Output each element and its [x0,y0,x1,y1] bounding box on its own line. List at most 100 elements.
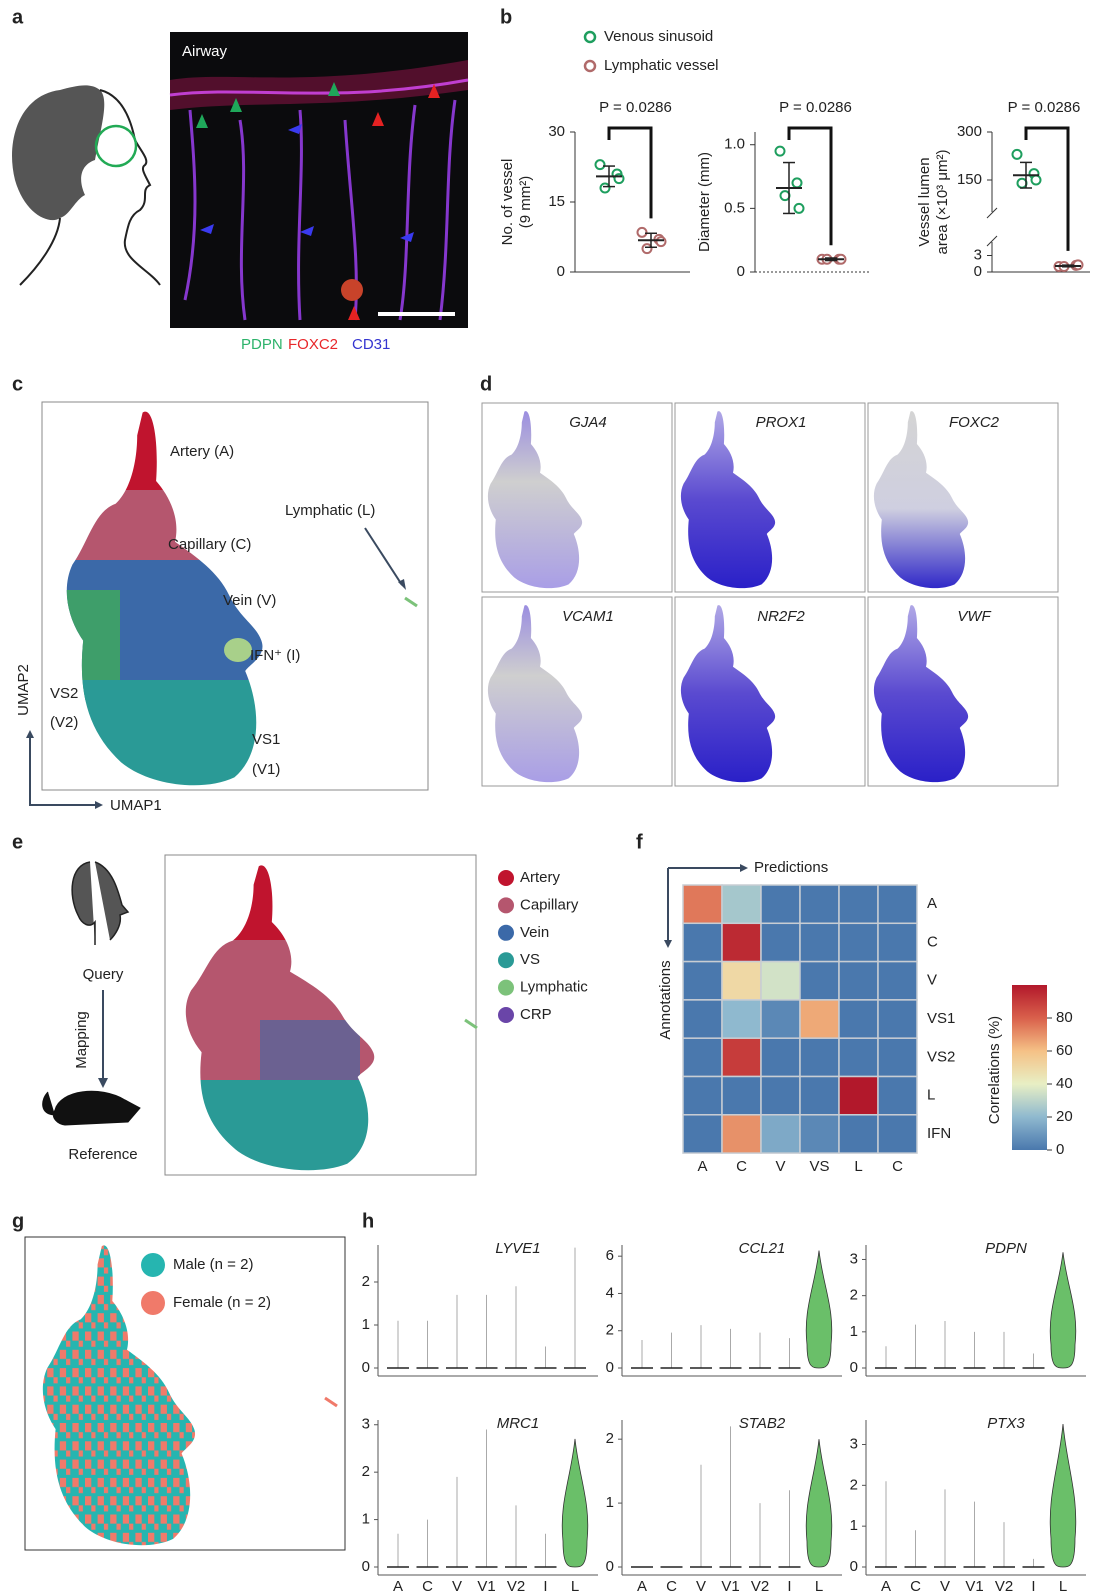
panel-label: a [12,6,24,28]
y-axis-label: Annotations [657,960,674,1039]
legend-swatch [141,1291,165,1315]
heatmap-cell [683,1115,722,1153]
legend-label: VS [520,951,540,968]
legend-label: CRP [520,1006,552,1023]
heatmap-cell [683,962,722,1000]
heatmap-cell [722,885,761,923]
legend-label: Vein [520,924,549,941]
y-tick-label: 6 [606,1247,614,1264]
heatmap-cell [878,1000,917,1038]
y-axis-label: Vessel lumen [916,157,933,246]
query-label: Query [83,966,124,983]
x-tick-label: I [1031,1578,1035,1591]
gene-title: STAB2 [739,1415,786,1432]
colorbar-tick-label: 80 [1056,1009,1073,1026]
reference-label: Reference [68,1146,137,1163]
gene-label: GJA4 [569,414,607,431]
heatmap-cell [800,885,839,923]
heatmap-cell [839,923,878,961]
heatmap-cell [722,923,761,961]
heatmap-cell [722,1000,761,1038]
figure: a b c d e f g h Airway PDPNFOXC2CD31Arte… [0,0,1110,1591]
column-label: A [697,1158,707,1175]
y-axis-label: Diameter (mm) [696,152,713,252]
umap-g [25,1237,345,1550]
heatmap-cell [761,923,800,961]
heatmap-cell [761,1038,800,1076]
x-tick-label: V2 [995,1578,1013,1591]
y-tick-label: 2 [606,1430,614,1447]
row-label: A [927,895,937,912]
y-tick-label: 3 [362,1416,370,1433]
y-tick-label: 1 [850,1323,858,1340]
legend-label: Lymphatic vessel [604,57,719,74]
heatmap-cell [722,1038,761,1076]
micrograph: Airway [170,32,468,328]
y-tick-label: 0 [362,1359,370,1376]
x-tick-label: V2 [751,1578,769,1591]
violin [806,1439,832,1567]
y-tick-label: 3 [850,1250,858,1267]
legend-label: Lymphatic [520,979,588,996]
colorbar [1012,985,1047,1150]
y-tick-label: 0 [606,1359,614,1376]
heatmap-cell [761,885,800,923]
x-tick-label: V [452,1578,462,1591]
page: {"panel_labels":["a","b","c","d","e","f"… [0,0,1110,1591]
gene-title: PDPN [985,1240,1027,1257]
gene-label: PROX1 [756,414,807,431]
gene-title: LYVE1 [495,1240,540,1257]
heatmap-cell [761,1077,800,1115]
y-tick-label: 0 [557,263,565,280]
image-label: Airway [182,43,228,60]
panel-label: c [12,373,23,395]
p-value: P = 0.0286 [1008,99,1081,116]
data-point [1074,260,1083,269]
gene-title: PTX3 [987,1415,1025,1432]
y-tick-label: 0 [850,1558,858,1575]
colorbar-tick-label: 20 [1056,1108,1073,1125]
row-label: C [927,933,938,950]
legend-swatch [498,980,514,996]
heatmap-cell [839,962,878,1000]
violin [562,1439,588,1567]
legend-swatch [585,32,595,42]
x-tick-label: I [787,1578,791,1591]
axis-label: UMAP1 [110,797,162,814]
column-label: C [736,1158,747,1175]
heatmap-cell [683,923,722,961]
heatmap-cell [878,1115,917,1153]
heatmap-cell [800,1038,839,1076]
x-tick-label: V [696,1578,706,1591]
y-tick-label: 150 [957,171,982,188]
y-tick-label: 2 [850,1476,858,1493]
heatmap-cell [761,1000,800,1038]
violin [1050,1252,1076,1368]
column-label: L [854,1158,862,1175]
row-label: VS2 [927,1048,955,1065]
colorbar-tick-label: 60 [1056,1042,1073,1059]
heatmap-cell [878,1077,917,1115]
cluster-label: Artery (A) [170,443,234,460]
y-tick-label: 0 [362,1558,370,1575]
row-label: L [927,1087,935,1104]
heatmap-cell [722,1115,761,1153]
heatmap-cell [839,1115,878,1153]
umap-d [482,403,1058,786]
legend-swatch [498,952,514,968]
row-label: V [927,972,937,989]
data-point [643,244,652,253]
x-tick-label: V1 [965,1578,983,1591]
y-tick-label: 1 [362,1316,370,1333]
y-tick-label: 1 [606,1494,614,1511]
stain-label: PDPN [241,336,283,353]
legend-label: Artery [520,869,561,886]
p-value: P = 0.0286 [599,99,672,116]
cluster-label: Lymphatic (L) [285,502,375,519]
heatmap-cell [722,1077,761,1115]
data-point [1032,176,1041,185]
legend-swatch [498,870,514,886]
heatmap-cell [683,885,722,923]
x-tick-label: V2 [507,1578,525,1591]
gene-title: CCL21 [739,1240,786,1257]
